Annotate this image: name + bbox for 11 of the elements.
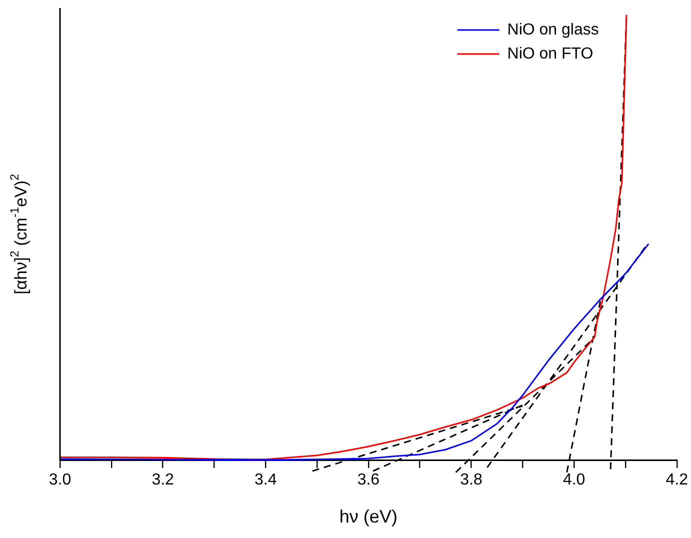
legend-label: NiO on glass: [507, 21, 599, 38]
x-tick-label: 3.4: [254, 471, 277, 488]
legend-label: NiO on FTO: [507, 45, 594, 62]
x-tick-label: 3.2: [152, 471, 174, 488]
x-tick-label: 4.0: [562, 471, 586, 488]
x-tick-label: 3.8: [460, 471, 482, 488]
x-tick-label: 3.0: [48, 471, 72, 488]
x-tick-label: 4.2: [666, 471, 688, 488]
x-tick-label: 3.6: [357, 471, 380, 488]
x-axis-title: hν (eV): [339, 506, 398, 526]
y-axis-title: [αhν]2 (cm-1eV)2: [7, 174, 31, 294]
